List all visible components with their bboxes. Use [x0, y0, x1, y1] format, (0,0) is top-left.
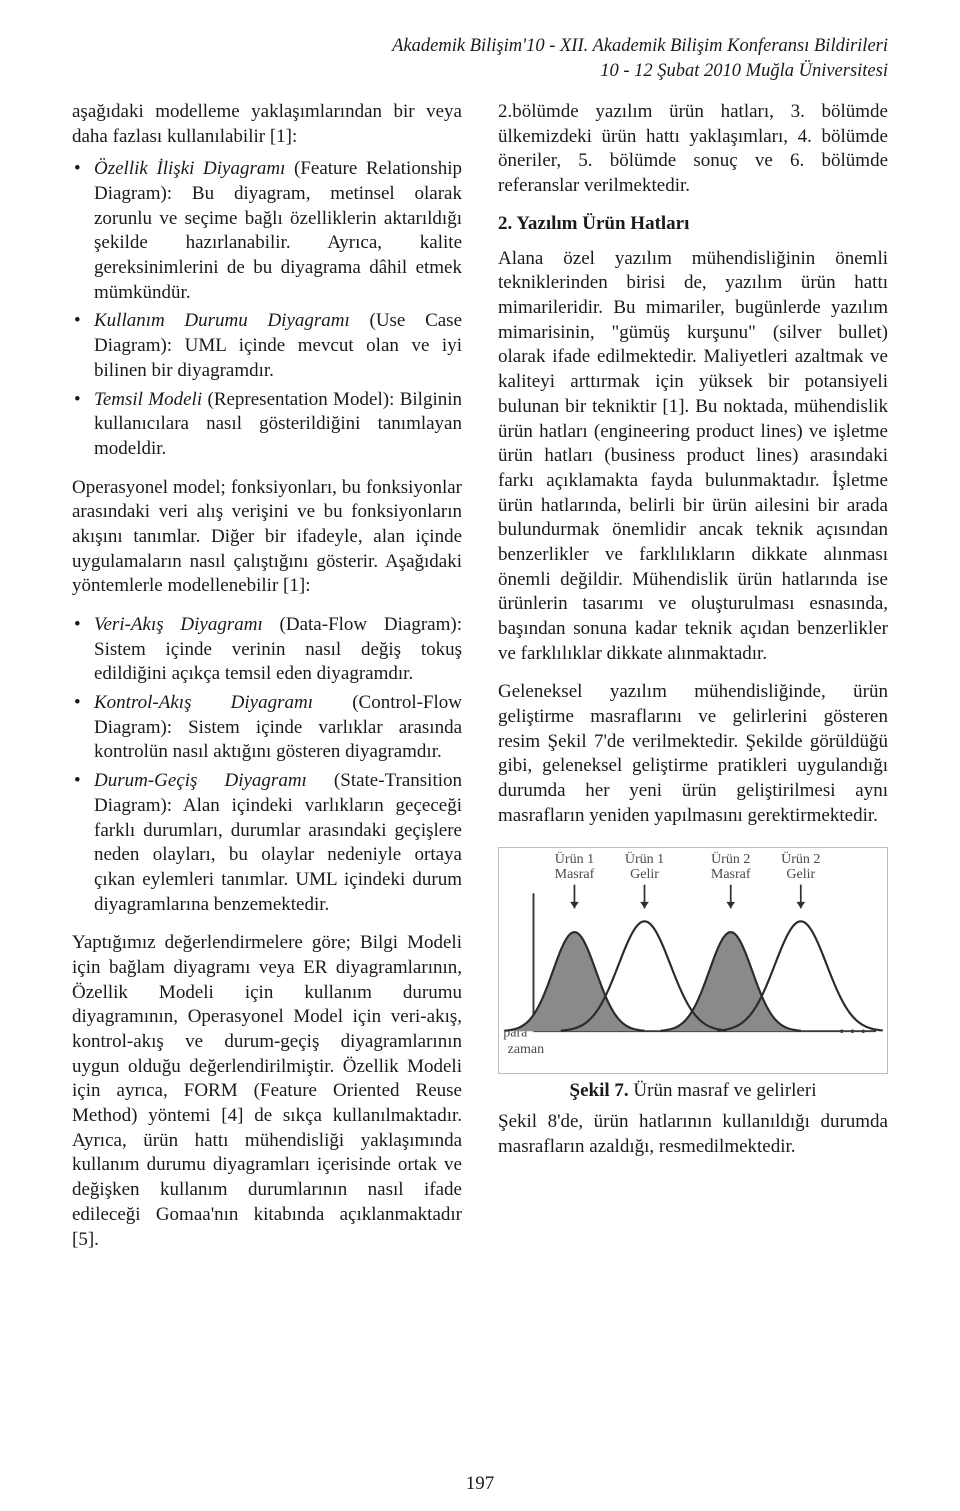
- left-column: aşağıdaki modelleme yaklaşımlarından bir…: [72, 100, 462, 1266]
- chart-container: parazamanÜrün 1MasrafÜrün 1GelirÜrün 2Ma…: [498, 847, 888, 1075]
- running-header: Akademik Bilişim'10 - XII. Akademik Bili…: [72, 34, 888, 84]
- bullet-lead: Temsil Modeli: [94, 389, 202, 410]
- list-item: Temsil Modeli (Representation Model): Bi…: [72, 388, 462, 462]
- bullet-lead: Durum-Geçiş Diyagramı: [94, 770, 307, 791]
- right-para-2: Alana özel yazılım mühendisliğinin öneml…: [498, 247, 888, 667]
- left-list-2: Veri-Akış Diyagramı (Data-Flow Diagram):…: [72, 613, 462, 917]
- caption-label: Şekil 7.: [570, 1080, 629, 1101]
- svg-text:zaman: zaman: [508, 1041, 545, 1056]
- section-heading: 2. Yazılım Ürün Hatları: [498, 213, 888, 235]
- svg-text:Gelir: Gelir: [786, 867, 815, 882]
- svg-text:Ürün 1: Ürün 1: [555, 850, 594, 867]
- right-column: 2.bölümde yazılım ürün hatları, 3. bölüm…: [498, 100, 888, 1266]
- right-para-1: 2.bölümde yazılım ürün hatları, 3. bölüm…: [498, 100, 888, 199]
- page-number: 197: [466, 1473, 495, 1495]
- bullet-lead: Kontrol-Akış Diyagramı: [94, 692, 313, 713]
- left-intro: aşağıdaki modelleme yaklaşımlarından bir…: [72, 100, 462, 149]
- svg-text:Gelir: Gelir: [630, 867, 659, 882]
- list-item: Özellik İlişki Diyagramı (Feature Relati…: [72, 157, 462, 305]
- svg-text:Masraf: Masraf: [711, 867, 751, 882]
- svg-text:Masraf: Masraf: [555, 867, 595, 882]
- bullet-lead: Kullanım Durumu Diyagramı: [94, 310, 350, 331]
- chart-svg: parazamanÜrün 1MasrafÜrün 1GelirÜrün 2Ma…: [499, 848, 887, 1069]
- list-item: Veri-Akış Diyagramı (Data-Flow Diagram):…: [72, 613, 462, 687]
- figure-7: parazamanÜrün 1MasrafÜrün 1GelirÜrün 2Ma…: [498, 847, 888, 1103]
- bullet-lead: Özellik İlişki Diyagramı: [94, 158, 285, 179]
- right-para-3: Geleneksel yazılım mühendisliğinde, ürün…: [498, 680, 888, 828]
- header-line-1: Akademik Bilişim'10 - XII. Akademik Bili…: [392, 36, 888, 56]
- left-para-3: Yaptığımız değerlendirmelere göre; Bilgi…: [72, 931, 462, 1252]
- svg-text:Ürün 1: Ürün 1: [625, 850, 664, 867]
- header-line-2: 10 - 12 Şubat 2010 Muğla Üniversitesi: [600, 61, 888, 81]
- svg-text:Ürün 2: Ürün 2: [711, 850, 750, 867]
- right-para-4: Şekil 8'de, ürün hatlarının kullanıldığı…: [498, 1110, 888, 1159]
- bullet-rest: (Feature Relationship Diagram): Bu diyag…: [94, 158, 462, 302]
- left-list-1: Özellik İlişki Diyagramı (Feature Relati…: [72, 157, 462, 461]
- svg-text:Ürün 2: Ürün 2: [781, 850, 820, 867]
- list-item: Durum-Geçiş Diyagramı (State-Transition …: [72, 769, 462, 917]
- bullet-rest: (State-Transition Diagram): Alan içindek…: [94, 770, 462, 914]
- bullet-lead: Veri-Akış Diyagramı: [94, 614, 263, 635]
- page: Akademik Bilişim'10 - XII. Akademik Bili…: [0, 0, 960, 1511]
- two-column-layout: aşağıdaki modelleme yaklaşımlarından bir…: [72, 100, 888, 1266]
- list-item: Kullanım Durumu Diyagramı (Use Case Diag…: [72, 309, 462, 383]
- figure-caption: Şekil 7. Ürün masraf ve gelirleri: [498, 1080, 888, 1102]
- left-para-2: Operasyonel model; fonksiyonları, bu fon…: [72, 476, 462, 599]
- list-item: Kontrol-Akış Diyagramı (Control-Flow Dia…: [72, 691, 462, 765]
- caption-text: Ürün masraf ve gelirleri: [629, 1080, 817, 1101]
